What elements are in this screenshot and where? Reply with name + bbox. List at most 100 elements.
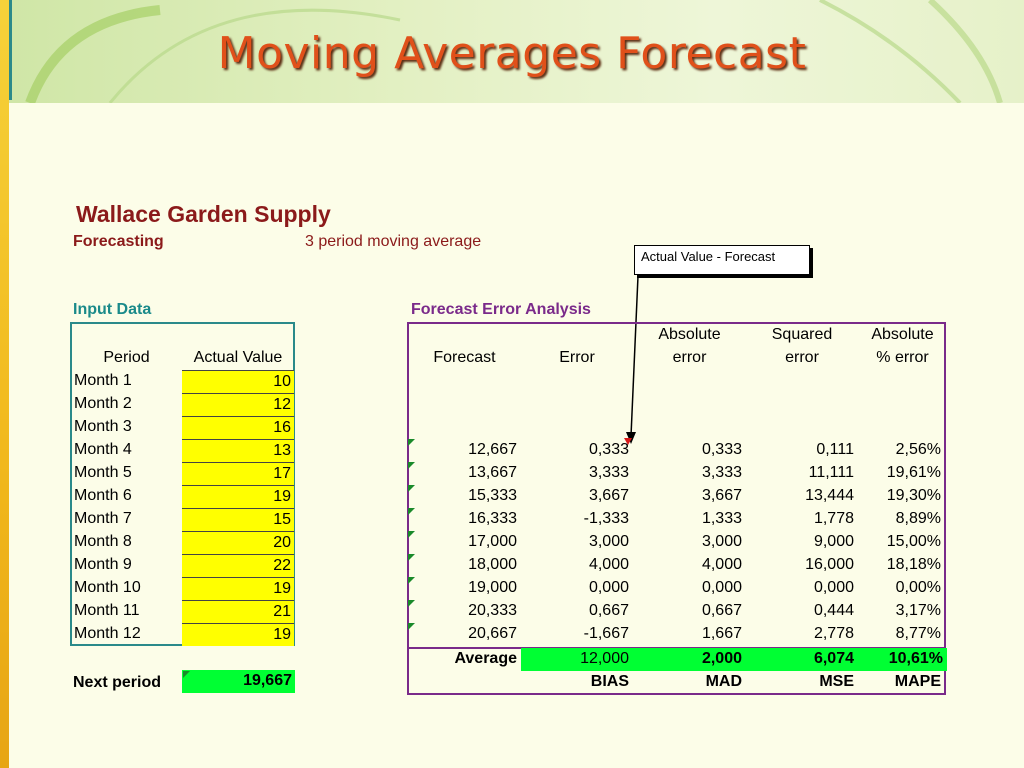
- mse-label[interactable]: MSE: [819, 673, 854, 690]
- actual-value-cell[interactable]: 15: [182, 508, 294, 531]
- slide-title: Moving Averages Forecast: [217, 28, 807, 79]
- period-cell[interactable]: Month 3: [74, 418, 132, 435]
- percent-error-cell[interactable]: 8,89%: [895, 510, 941, 527]
- absolute-error-cell[interactable]: 4,000: [701, 556, 742, 573]
- squared-error-cell[interactable]: 0,000: [813, 579, 854, 596]
- error-cell[interactable]: -1,667: [583, 625, 629, 642]
- header-period[interactable]: Period: [103, 349, 150, 366]
- error-cell[interactable]: 0,000: [588, 579, 629, 596]
- absolute-error-cell[interactable]: 0,333: [701, 441, 742, 458]
- absolute-error-cell[interactable]: 0,000: [701, 579, 742, 596]
- actual-value-cell[interactable]: 16: [182, 416, 294, 439]
- bias-value[interactable]: 12,000: [521, 648, 633, 671]
- actual-value-cell[interactable]: 13: [182, 439, 294, 462]
- header-top-percent-error[interactable]: Absolute: [871, 326, 934, 343]
- percent-error-cell[interactable]: 0,00%: [895, 579, 941, 596]
- period-cell[interactable]: Month 12: [74, 625, 141, 642]
- period-cell[interactable]: Month 9: [74, 556, 132, 573]
- error-cell[interactable]: 4,000: [588, 556, 629, 573]
- squared-error-cell[interactable]: 16,000: [805, 556, 854, 573]
- header-actual-value[interactable]: Actual Value: [193, 349, 283, 366]
- header-forecast[interactable]: Forecast: [433, 349, 496, 366]
- actual-value-cell[interactable]: 17: [182, 462, 294, 485]
- average-label[interactable]: Average: [454, 650, 517, 667]
- header-top-absolute-error[interactable]: Absolute: [658, 326, 721, 343]
- forecast-cell[interactable]: 16,333: [468, 510, 517, 527]
- forecast-cell[interactable]: 15,333: [468, 487, 517, 504]
- error-cell[interactable]: 3,333: [588, 464, 629, 481]
- squared-error-cell[interactable]: 1,778: [813, 510, 854, 527]
- company-name: Wallace Garden Supply: [76, 201, 331, 227]
- error-cell[interactable]: -1,333: [583, 510, 629, 527]
- period-cell[interactable]: Month 2: [74, 395, 132, 412]
- mse-value[interactable]: 6,074: [746, 648, 858, 671]
- period-cell[interactable]: Month 1: [74, 372, 132, 389]
- actual-value-cell[interactable]: 21: [182, 600, 294, 623]
- actual-value-cell[interactable]: 12: [182, 393, 294, 416]
- percent-error-cell[interactable]: 19,30%: [886, 487, 941, 504]
- forecast-cell[interactable]: 13,667: [468, 464, 517, 481]
- header-decoration: [25, 0, 1003, 103]
- actual-value-cell[interactable]: 19: [182, 577, 294, 600]
- squared-error-cell[interactable]: 11,111: [808, 464, 854, 481]
- squared-error-cell[interactable]: 13,444: [805, 487, 854, 504]
- absolute-error-cell[interactable]: 0,667: [701, 602, 742, 619]
- header-top-squared-error[interactable]: Squared: [771, 326, 833, 343]
- comment-marker: [408, 439, 415, 446]
- period-cell[interactable]: Month 7: [74, 510, 132, 527]
- period-cell[interactable]: Month 5: [74, 464, 132, 481]
- header-error[interactable]: Error: [559, 349, 595, 366]
- period-cell[interactable]: Month 10: [74, 579, 141, 596]
- absolute-error-cell[interactable]: 1,333: [701, 510, 742, 527]
- squared-error-cell[interactable]: 0,111: [816, 441, 854, 458]
- forecast-cell[interactable]: 12,667: [468, 441, 517, 458]
- percent-error-cell[interactable]: 8,77%: [895, 625, 941, 642]
- header-squared-error[interactable]: error: [785, 349, 819, 366]
- actual-value-cell[interactable]: 22: [182, 554, 294, 577]
- comment-marker: [408, 577, 415, 584]
- forecast-cell[interactable]: 17,000: [468, 533, 517, 550]
- squared-error-cell[interactable]: 2,778: [813, 625, 854, 642]
- error-cell[interactable]: 3,000: [588, 533, 629, 550]
- percent-error-cell[interactable]: 19,61%: [886, 464, 941, 481]
- period-cell[interactable]: Month 8: [74, 533, 132, 550]
- actual-value-cell[interactable]: 20: [182, 531, 294, 554]
- header-top-error[interactable]: [521, 324, 633, 347]
- absolute-error-cell[interactable]: 3,667: [701, 487, 742, 504]
- mad-value[interactable]: 2,000: [633, 648, 746, 671]
- comment-marker: [408, 600, 415, 607]
- mape-value[interactable]: 10,61%: [858, 648, 947, 671]
- next-period-value[interactable]: 19,667: [182, 670, 295, 693]
- forecast-cell[interactable]: 18,000: [468, 556, 517, 573]
- squared-error-cell[interactable]: 9,000: [813, 533, 854, 550]
- header-top-forecast[interactable]: [408, 324, 521, 347]
- actual-value-cell[interactable]: 19: [182, 623, 294, 646]
- forecast-cell[interactable]: 20,333: [468, 602, 517, 619]
- mape-label[interactable]: MAPE: [894, 673, 941, 690]
- percent-error-cell[interactable]: 15,00%: [886, 533, 941, 550]
- period-cell[interactable]: Month 6: [74, 487, 132, 504]
- actual-value-cell[interactable]: 10: [182, 370, 294, 393]
- absolute-error-cell[interactable]: 1,667: [701, 625, 742, 642]
- percent-error-cell[interactable]: 2,56%: [895, 441, 941, 458]
- actual-value-cell[interactable]: 19: [182, 485, 294, 508]
- absolute-error-cell[interactable]: 3,333: [701, 464, 742, 481]
- squared-error-cell[interactable]: 0,444: [813, 602, 854, 619]
- forecast-cell[interactable]: 19,000: [468, 579, 517, 596]
- percent-error-cell[interactable]: 3,17%: [895, 602, 941, 619]
- error-cell[interactable]: 0,333: [588, 441, 629, 458]
- period-cell[interactable]: Month 11: [74, 602, 140, 619]
- bias-label[interactable]: BIAS: [590, 673, 629, 690]
- side-accent-bar: [0, 0, 9, 768]
- mad-label[interactable]: MAD: [705, 673, 742, 690]
- callout-box: Actual Value - Forecast: [634, 245, 810, 275]
- period-cell[interactable]: Month 4: [74, 441, 132, 458]
- forecast-cell[interactable]: 20,667: [468, 625, 517, 642]
- absolute-error-cell[interactable]: 3,000: [701, 533, 742, 550]
- percent-error-cell[interactable]: 18,18%: [886, 556, 941, 573]
- error-cell[interactable]: 3,667: [588, 487, 629, 504]
- header-percent-error[interactable]: % error: [876, 349, 929, 366]
- next-period-label[interactable]: Next period: [73, 674, 162, 691]
- error-cell[interactable]: 0,667: [588, 602, 629, 619]
- header-absolute-error[interactable]: error: [672, 349, 707, 366]
